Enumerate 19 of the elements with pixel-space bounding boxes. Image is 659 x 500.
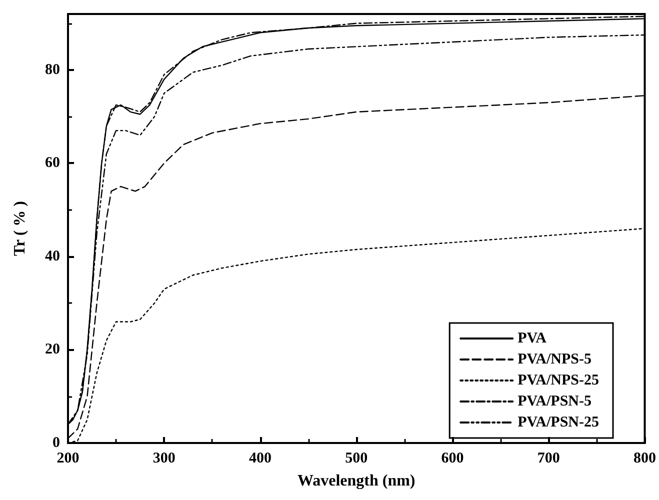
legend-label: PVA [518, 330, 547, 346]
x-tick-label: 700 [537, 450, 560, 466]
x-axis-title: Wavelength (nm) [297, 472, 416, 490]
y-tick-label: 80 [45, 62, 60, 78]
legend-label: PVA/PSN-25 [518, 414, 600, 430]
x-tick-label: 800 [634, 450, 656, 466]
legend-label: PVA/NPS-25 [518, 372, 600, 388]
x-tick-label: 400 [249, 450, 272, 466]
y-axis-title: Tr ( % ) [12, 201, 28, 256]
x-tick-label: 500 [345, 450, 368, 466]
y-tick-label: 20 [45, 342, 60, 358]
y-tick-label: 60 [45, 155, 60, 172]
y-tick-label: 40 [45, 248, 60, 264]
legend-label: PVA/NPS-5 [518, 352, 592, 368]
legend-label: PVA/PSN-5 [518, 394, 592, 410]
x-tick-label: 600 [441, 450, 464, 466]
x-tick-label: 300 [152, 450, 176, 466]
x-tick-label: 200 [56, 450, 80, 466]
y-tick-label: 0 [52, 435, 60, 451]
